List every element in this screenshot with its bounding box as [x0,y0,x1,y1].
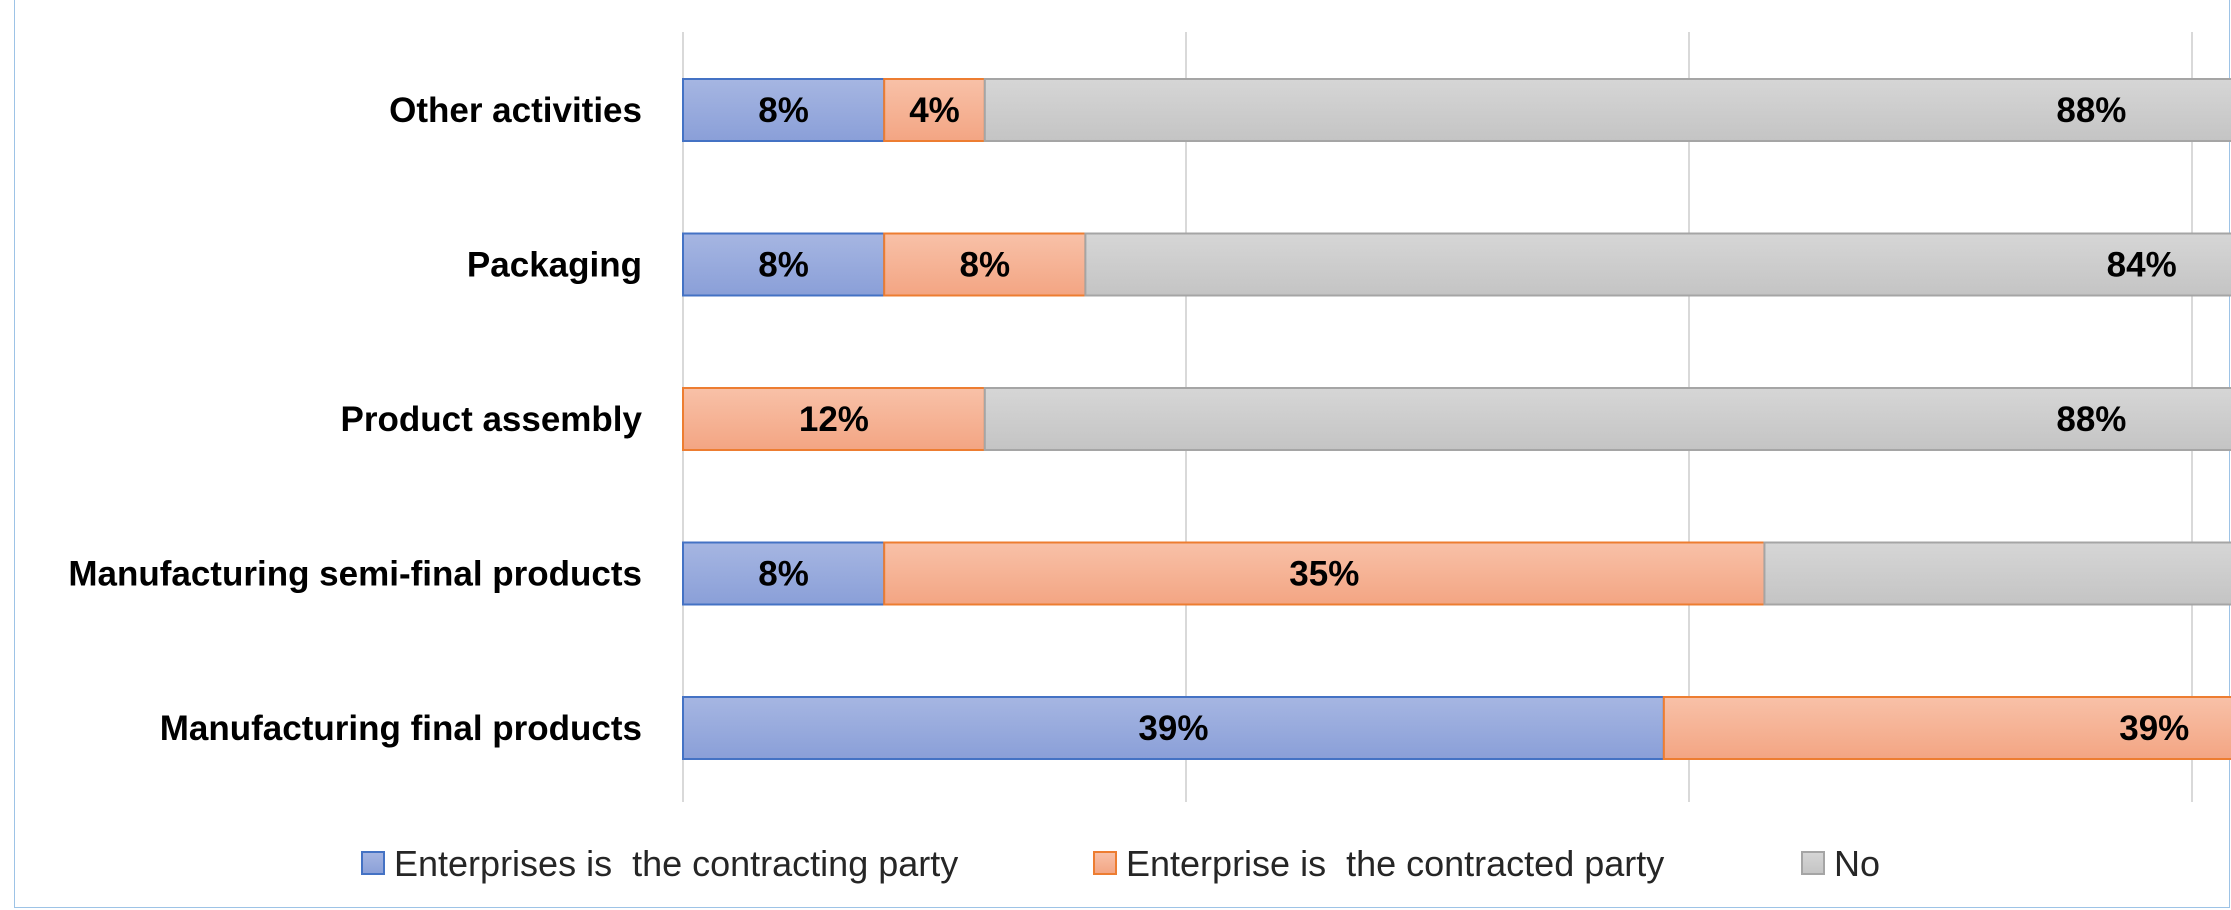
data-label: 8% [960,246,1011,285]
bar-segment [983,78,2231,142]
data-label: 8% [758,246,809,285]
bar-segment [1763,541,2231,606]
category-label: Manufacturing semi-final products [68,555,642,594]
legend-swatch [1801,851,1825,875]
legend-label: Enterprises is the contracting party [394,843,958,884]
data-label: 8% [758,555,809,594]
data-label: 88% [2056,91,2126,130]
data-label: 39% [1138,709,1208,748]
bars: 8%4%88%8%8%84%12%88%8%35%58%39%39%21% [682,78,2231,760]
bar-segment [1662,696,2231,760]
chart-frame [14,0,2230,908]
category-label: Product assembly [341,400,643,439]
data-label: 12% [799,400,869,439]
category-label: Other activities [389,91,642,130]
legend-label: No [1834,843,1880,884]
category-labels: Other activities Packaging Product assembl… [68,91,642,748]
bar-segment [983,387,2231,451]
bar-segment [1084,232,2231,297]
data-label: 88% [2056,400,2126,439]
legend-swatch [361,851,385,875]
data-label: 35% [1289,555,1359,594]
bar-segment [682,78,886,142]
bar-segment [883,541,1766,606]
data-label: 4% [909,91,960,130]
data-label: 39% [2119,709,2189,748]
bar-segment [682,232,886,297]
category-label: Manufacturing final products [160,709,642,748]
data-label: 84% [2107,246,2177,285]
legend-label: Enterprise is the contracted party [1126,843,1664,884]
bar-segment [682,387,986,451]
category-label: Packaging [467,246,642,285]
legend-swatch [1093,851,1117,875]
legend: Enterprises is the contracting party Ente… [361,843,1880,884]
data-label: 8% [758,91,809,130]
bar-segment [883,78,986,142]
